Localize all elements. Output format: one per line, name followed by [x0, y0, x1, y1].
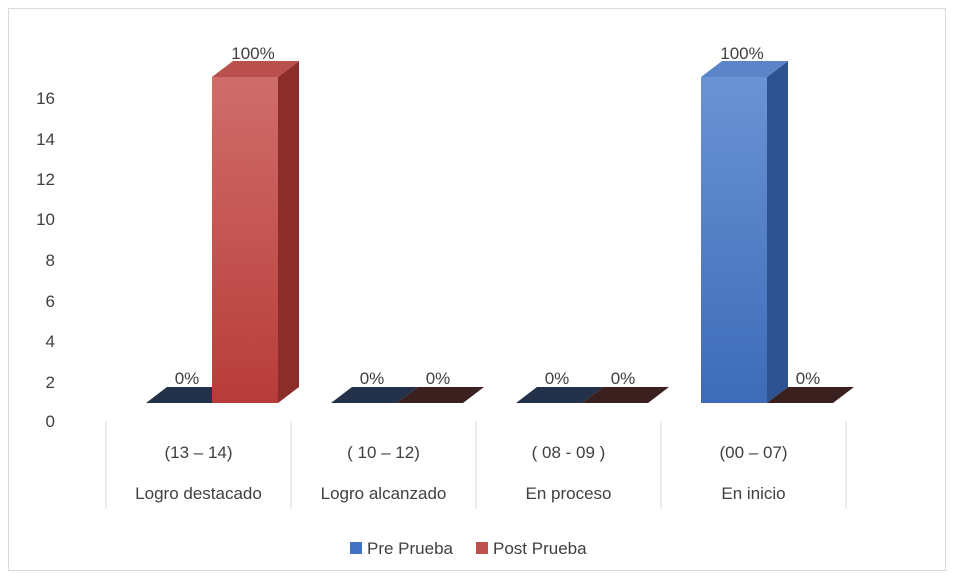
category-name-label: Logro alcanzado: [321, 484, 447, 503]
y-tick-label: 8: [46, 251, 55, 270]
category-name-label: Logro destacado: [135, 484, 262, 503]
bar-side-face: [278, 61, 299, 403]
data-label: 0%: [796, 369, 821, 388]
category-name-label: En inicio: [721, 484, 785, 503]
plot-area: 0 2 4 6 8 10 12 14 16 (13 – 14) Logro destacado ( 1…: [36, 44, 854, 558]
bar-pre-prueba: [146, 387, 233, 403]
category-range-label: (00 – 07): [719, 443, 787, 462]
bar-post-prueba: [767, 387, 854, 403]
data-label: 0%: [611, 369, 636, 388]
y-tick-label: 16: [36, 89, 55, 108]
y-tick-label: 12: [36, 170, 55, 189]
category-name-label: En proceso: [526, 484, 612, 503]
y-tick-label: 4: [46, 332, 55, 351]
y-tick-label: 6: [46, 292, 55, 311]
category-range-label: (13 – 14): [164, 443, 232, 462]
legend-swatch-post-prueba: [476, 542, 488, 554]
category-range-label: ( 10 – 12): [347, 443, 420, 462]
data-label: 0%: [360, 369, 385, 388]
data-label: 0%: [175, 369, 200, 388]
bar-chart: 0 2 4 6 8 10 12 14 16 (13 – 14) Logro destacado ( 1…: [36, 44, 854, 558]
bar-side-face: [767, 61, 788, 403]
y-tick-label: 10: [36, 210, 55, 229]
bar-post-prueba: [397, 387, 484, 403]
data-label: 100%: [720, 44, 763, 63]
data-label: 0%: [545, 369, 570, 388]
bar-top-face: [212, 61, 299, 77]
data-label: 100%: [231, 44, 274, 63]
bar-pre-prueba: [331, 387, 418, 403]
chart-frame: 0 2 4 6 8 10 12 14 16 (13 – 14) Logro destacado ( 1…: [8, 8, 946, 571]
legend-label: Post Prueba: [493, 539, 587, 558]
category-range-label: ( 08 - 09 ): [532, 443, 606, 462]
y-tick-label: 14: [36, 130, 55, 149]
bar-post-prueba: [582, 387, 669, 403]
bar-post-prueba: [212, 77, 278, 403]
bar-pre-prueba: [516, 387, 603, 403]
y-tick-label: 2: [46, 373, 55, 392]
bar-top-face: [701, 61, 788, 77]
legend-swatch-pre-prueba: [350, 542, 362, 554]
legend-label: Pre Prueba: [367, 539, 454, 558]
data-label: 0%: [426, 369, 451, 388]
bar-pre-prueba: [701, 77, 767, 403]
y-tick-label: 0: [46, 412, 55, 431]
